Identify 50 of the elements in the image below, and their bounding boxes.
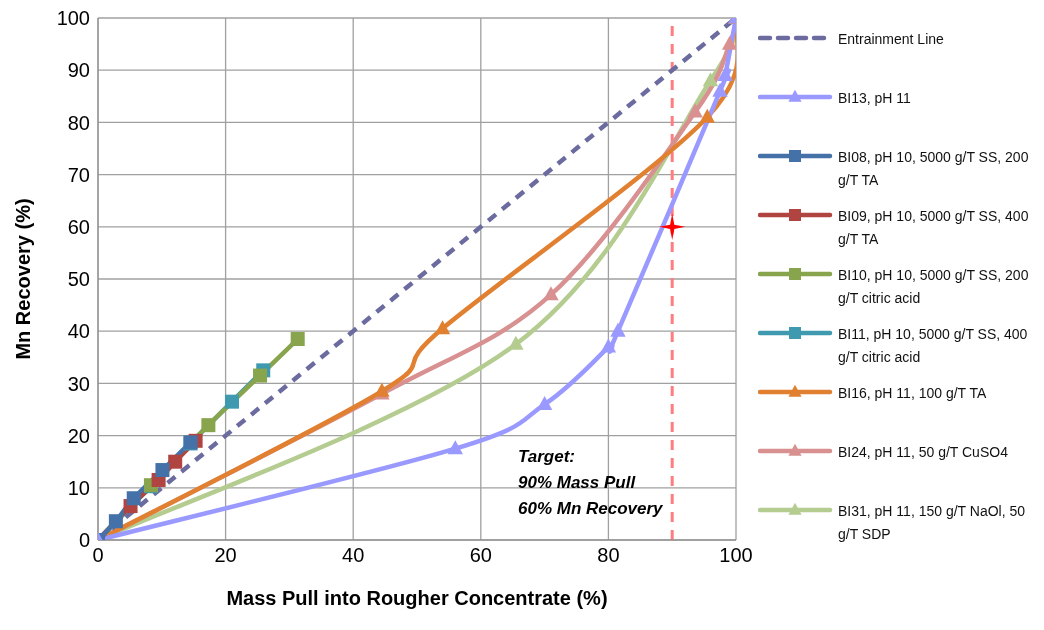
legend-label: BI13, pH 11 (838, 89, 911, 108)
point (600, 338, 617, 353)
annotation: 90% Mass Pull (518, 472, 637, 494)
point (687, 103, 703, 118)
point (224, 394, 239, 409)
point (717, 67, 733, 82)
point (155, 463, 170, 478)
point (126, 491, 141, 506)
point (253, 368, 268, 383)
legend-label: Entrainment Line (838, 30, 944, 49)
x-tick-label: 20 (214, 544, 237, 567)
point (434, 320, 451, 335)
annotation: 60% Mn Recovery (518, 498, 663, 520)
point (543, 286, 559, 301)
y-tick-label: 40 (67, 320, 90, 343)
point (168, 454, 183, 469)
point (659, 213, 686, 240)
point (201, 418, 216, 433)
y-axis-title: Mn Recovery (%) (12, 198, 35, 360)
legend-label: BI31, pH 11, 150 g/T NaOl, 50 g/T SDP (838, 502, 1027, 544)
x-tick-label: 60 (469, 544, 492, 567)
legend-label: BI10, pH 10, 5000 g/T SS, 200 g/T citric acid (838, 266, 1030, 308)
x-tick-label: 80 (597, 544, 620, 567)
point (290, 332, 305, 347)
point (712, 82, 728, 97)
y-tick-label: 10 (67, 476, 90, 499)
y-tick-label: 60 (67, 215, 90, 238)
y-tick-label: 80 (67, 111, 90, 134)
point (447, 440, 463, 455)
legend-label: BI09, pH 10, 5000 g/T SS, 400 g/T TA (838, 207, 1030, 249)
x-tick-label: 0 (92, 544, 104, 567)
y-tick-label: 90 (67, 59, 90, 82)
legend-label: BI24, pH 11, 50 g/T CuSO4 (838, 443, 1008, 462)
point (108, 514, 123, 529)
annotation: Target: (518, 446, 576, 468)
point (721, 35, 736, 50)
y-tick-label: 50 (67, 268, 90, 291)
y-tick-label: 0 (78, 529, 90, 552)
point (699, 108, 715, 123)
x-axis-title: Mass Pull into Rougher Concentrate (%) (226, 587, 608, 609)
y-tick-label: 100 (56, 7, 90, 30)
legend-label: BI08, pH 10, 5000 g/T SS, 200 g/T TA (838, 148, 1030, 190)
x-tick-label: 100 (719, 544, 753, 567)
y-tick-label: 30 (67, 372, 90, 395)
legend-label: BI16, pH 11, 100 g/T TA (838, 384, 987, 403)
legend-label: BI11, pH 10, 5000 g/T SS, 400 g/T citric acid (838, 325, 1029, 367)
point (610, 322, 626, 337)
y-tick-label: 70 (67, 163, 90, 186)
x-tick-label: 40 (342, 544, 365, 567)
y-tick-label: 20 (67, 424, 90, 447)
